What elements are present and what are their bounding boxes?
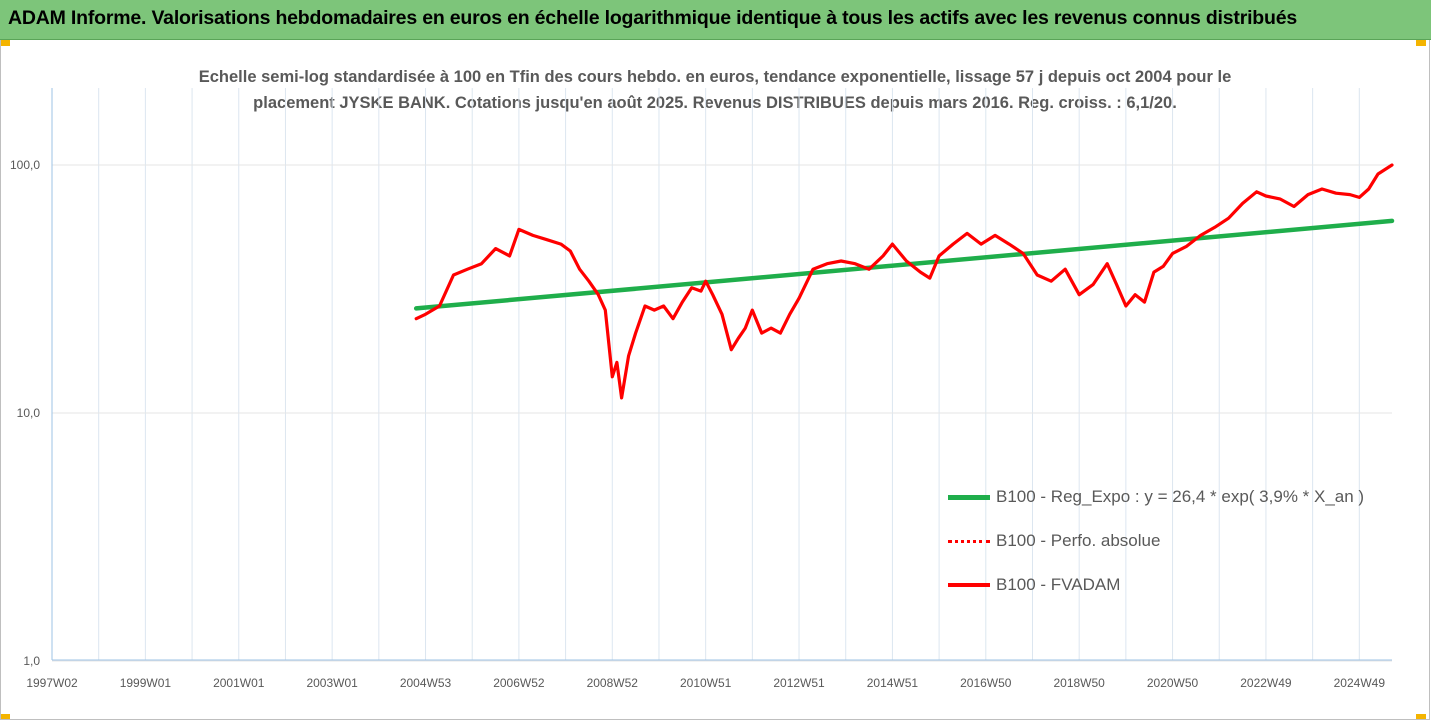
- legend-label-fvadam: B100 - FVADAM: [996, 575, 1121, 594]
- x-tick-label: 2016W50: [960, 676, 1012, 690]
- chart-title: Echelle semi-log standardisée à 100 en T…: [120, 64, 1310, 116]
- chart-title-line-1: Echelle semi-log standardisée à 100 en T…: [198, 68, 1232, 86]
- corner-marker-top-right: [1416, 40, 1426, 46]
- y-tick-label: 10,0: [17, 406, 41, 420]
- corner-marker-top-left: [0, 40, 10, 46]
- series-fvadam-line: [414, 163, 1394, 400]
- x-tick-label: 2001W01: [213, 676, 265, 690]
- x-tick-label: 2018W50: [1053, 676, 1105, 690]
- x-tick-label: 2012W51: [773, 676, 825, 690]
- x-tick-label: 2014W51: [867, 676, 919, 690]
- legend-swatch-regression: [948, 494, 990, 500]
- legend-item-regression: B100 - Reg_Expo : y = 26,4 * exp( 3,9% *…: [948, 475, 1408, 519]
- x-tick-label: 2010W51: [680, 676, 732, 690]
- x-tick-label: 2003W01: [306, 676, 358, 690]
- x-tick-label: 2024W49: [1334, 676, 1386, 690]
- legend-swatch-fvadam: [948, 583, 990, 587]
- axes: [51, 88, 1392, 661]
- chart-title-line-2: placement JYSKE BANK. Cotations jusqu'en…: [253, 94, 1177, 112]
- legend-label-regression: B100 - Reg_Expo : y = 26,4 * exp( 3,9% *…: [996, 487, 1365, 506]
- y-tick-label: 1,0: [23, 654, 40, 668]
- legend-label-perfo-absolue: B100 - Perfo. absolue: [996, 531, 1161, 550]
- legend-item-perfo-absolue: B100 - Perfo. absolue: [948, 519, 1408, 563]
- x-tick-label: 2022W49: [1240, 676, 1292, 690]
- x-tick-label: 2004W53: [400, 676, 452, 690]
- report-title: ADAM Informe. Valorisations hebdomadaire…: [8, 7, 1298, 29]
- x-tick-label: 2008W52: [587, 676, 639, 690]
- series-regression-line: [413, 218, 1395, 311]
- chart-legend: B100 - Reg_Expo : y = 26,4 * exp( 3,9% *…: [948, 475, 1408, 607]
- x-tick-label: 1999W01: [120, 676, 172, 690]
- tick-labels: 1,0 10,0 100,0 1997W02 1999W01 2001W01 2003W01…: [10, 158, 1385, 690]
- x-tick-label: 2020W50: [1147, 676, 1199, 690]
- x-tick-label: 1997W02: [26, 676, 78, 690]
- corner-marker-bottom-left: [0, 714, 10, 720]
- legend-swatch-perfo-absolue: [948, 539, 990, 543]
- x-tick-label: 2006W52: [493, 676, 545, 690]
- report-banner: ADAM Informe. Valorisations hebdomadaire…: [0, 0, 1431, 40]
- corner-marker-bottom-right: [1416, 714, 1426, 720]
- y-tick-label: 100,0: [10, 158, 40, 172]
- series-lines: [413, 163, 1395, 400]
- chart-area: [0, 40, 1430, 720]
- legend-item-fvadam: B100 - FVADAM: [948, 563, 1408, 607]
